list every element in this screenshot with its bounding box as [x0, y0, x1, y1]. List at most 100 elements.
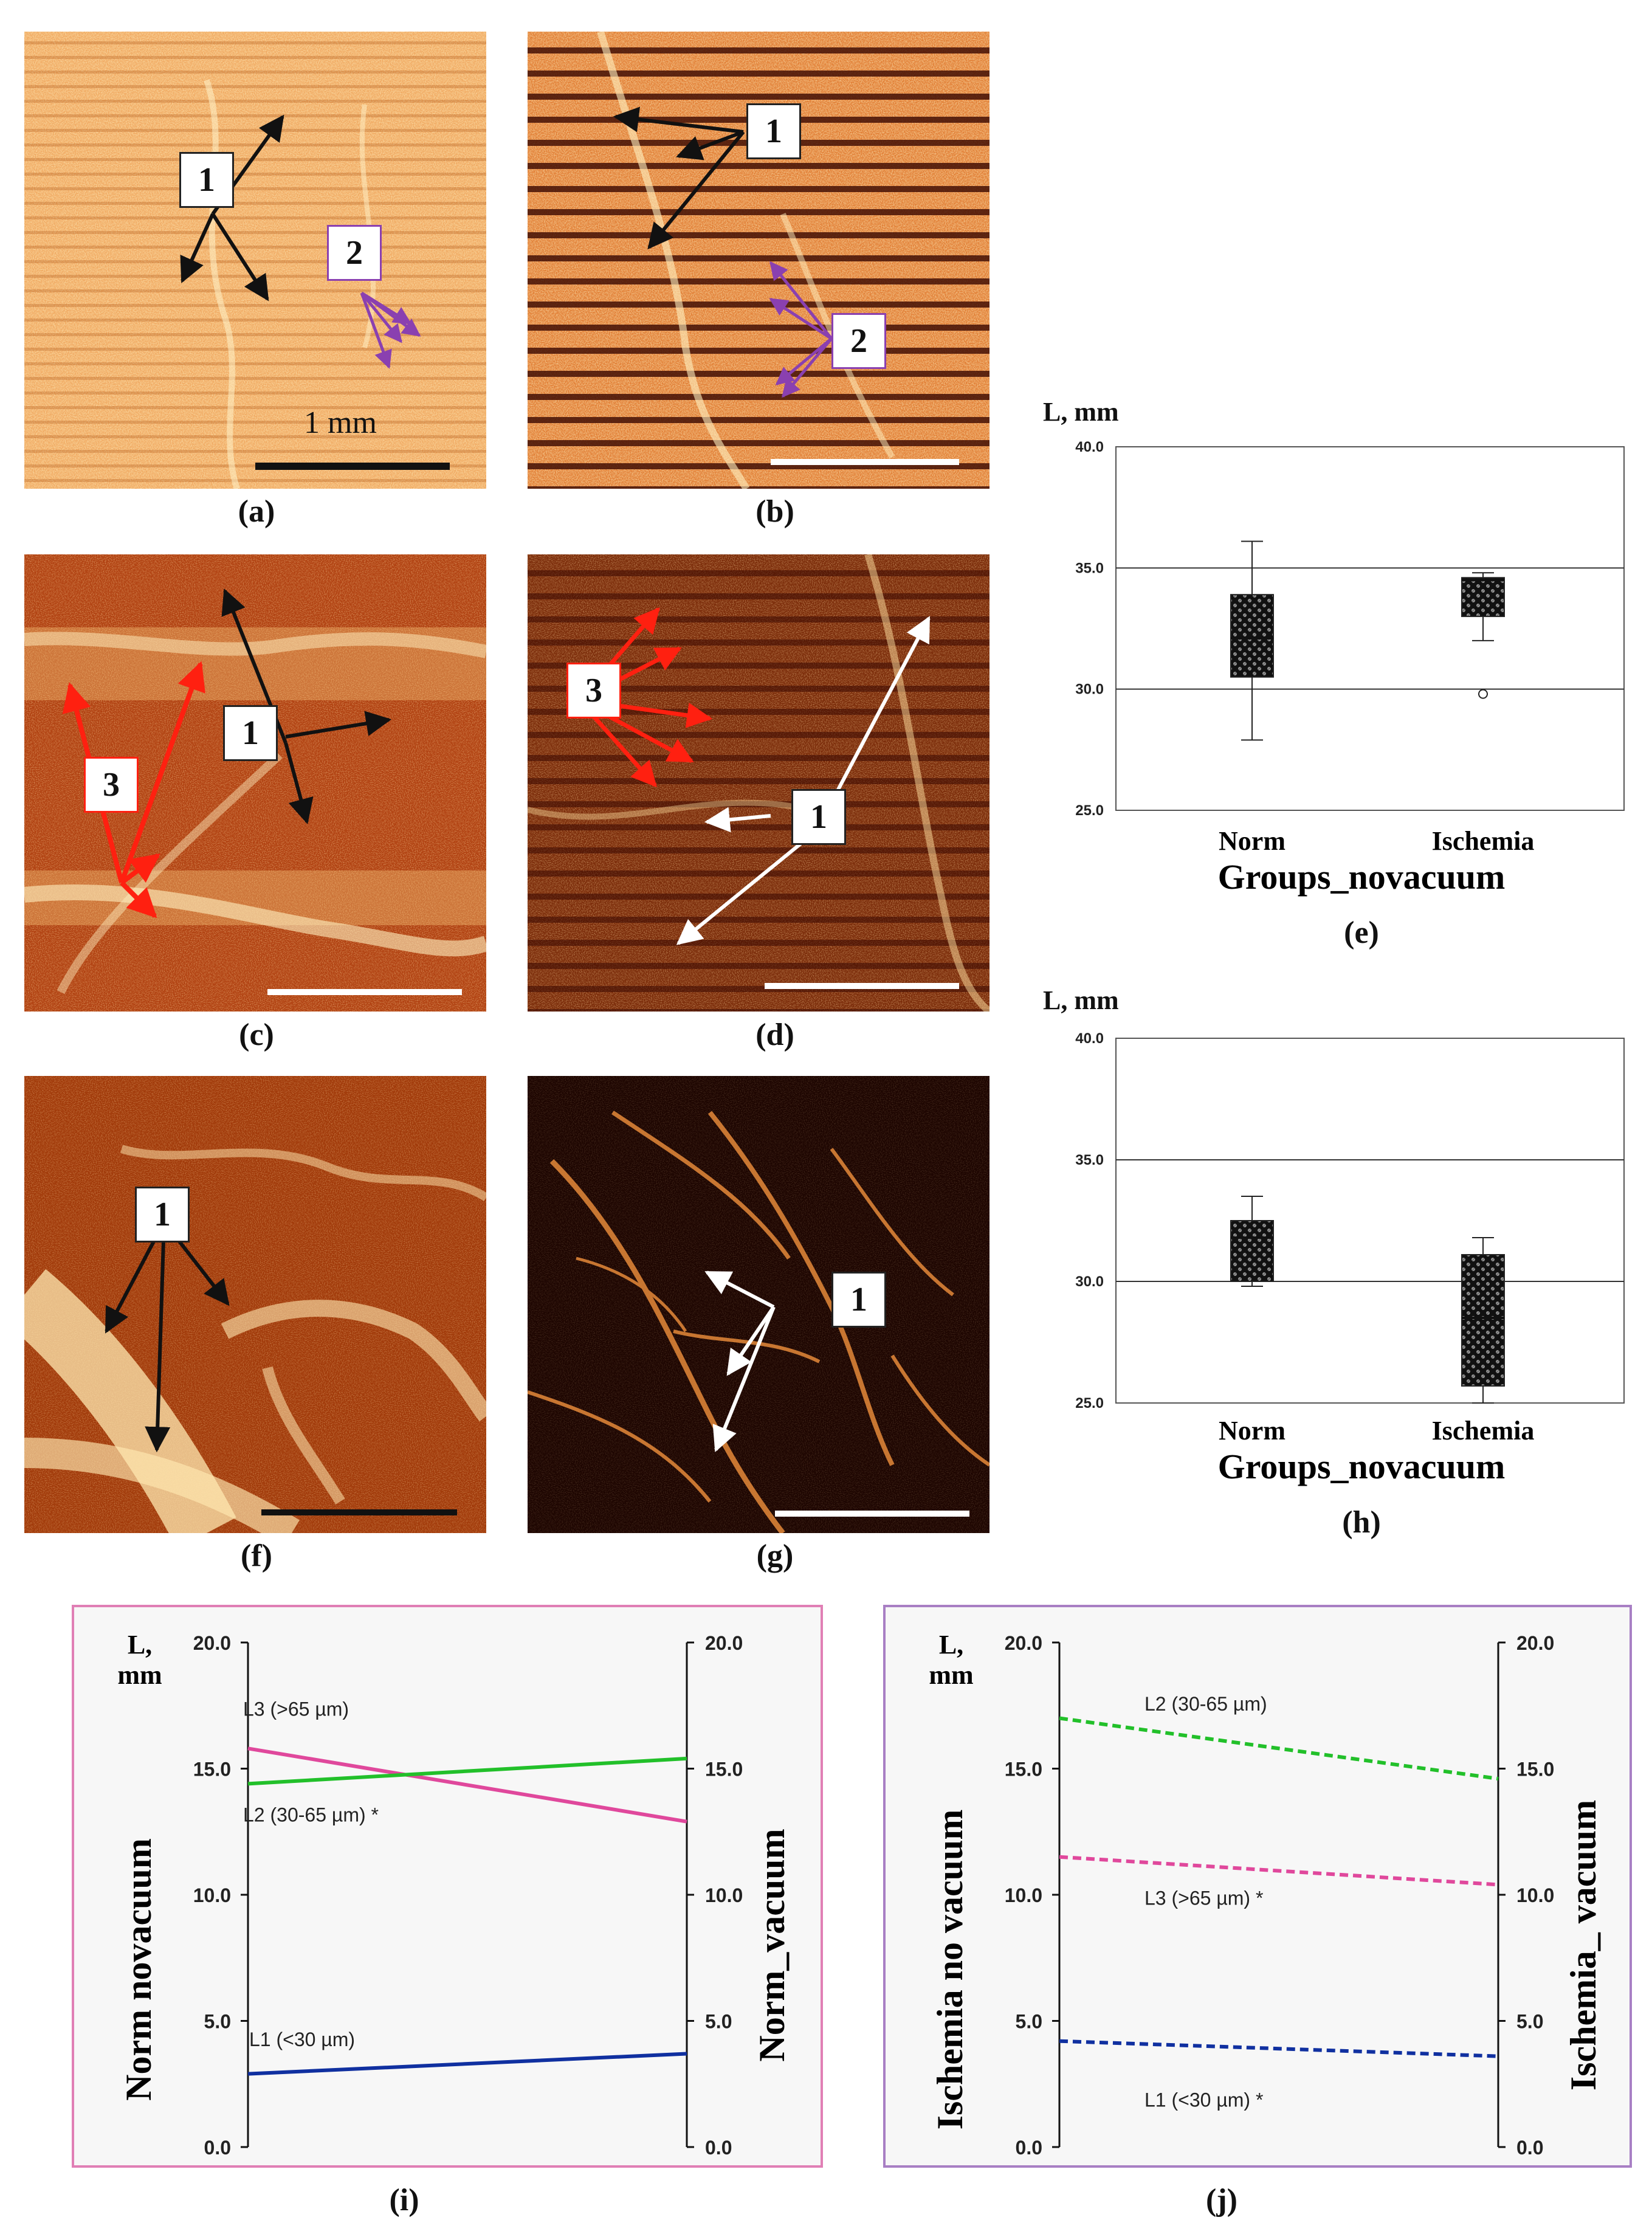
j-ytick-left-label: 5.0 — [1016, 2011, 1042, 2033]
ylabel-left-j: Ischemia no vacuum — [930, 1810, 970, 2130]
ylabel-right-i: Norm_vacuum — [752, 1829, 792, 2061]
j-series-label-2: L3 (>65 µm) * — [1144, 1887, 1263, 1909]
h-box-ischemia — [1461, 1237, 1505, 1404]
ylabel-e: L, mm — [1043, 397, 1119, 427]
j-ytick-right-label: 0.0 — [1516, 2137, 1543, 2159]
j-series-label-3: L1 (<30 µm) * — [1144, 2089, 1263, 2111]
label-c-1: 1 — [223, 705, 278, 761]
category-norm-e: Norm — [1219, 826, 1285, 856]
h-ytick-label: 25.0 — [1075, 1395, 1104, 1411]
j-ytick-right-label: 20.0 — [1516, 1632, 1554, 1654]
category-ischemia-h: Ischemia — [1432, 1416, 1535, 1446]
j-series-line-2 — [1059, 1855, 1499, 1887]
j-series-line-3 — [1059, 2039, 1499, 2058]
label-a-2: 2 — [327, 225, 382, 281]
e-ytick-label: 35.0 — [1075, 560, 1104, 576]
i-series-label-2: L2 (30-65 µm) * — [243, 1804, 379, 1826]
linechart-i: L, mm Norm novacuum Norm_vacuum 0.0 0.0 5.… — [72, 1605, 823, 2168]
label-b-1: 1 — [746, 103, 801, 159]
e-box-norm — [1230, 540, 1274, 741]
yunit-j-1: L, — [939, 1630, 963, 1660]
label-f-1: 1 — [135, 1187, 190, 1243]
caption-j: (j) — [1206, 2183, 1237, 2218]
label-c-3: 3 — [84, 757, 139, 813]
linechart-j: L, mm Ischemia no vacuum Ischemia_ vacuu… — [883, 1605, 1632, 2168]
i-ytick-left-label: 0.0 — [204, 2137, 231, 2159]
micrograph-g — [528, 1076, 989, 1533]
yunit-i-1: L, — [128, 1630, 152, 1660]
h-ytick-label: 30.0 — [1075, 1274, 1104, 1290]
caption-g: (g) — [756, 1539, 794, 1573]
h-iqr-box — [1461, 1254, 1505, 1387]
caption-f: (f) — [241, 1539, 272, 1573]
i-ytick-right-label: 10.0 — [705, 1884, 743, 1906]
h-iqr-box — [1230, 1220, 1274, 1282]
frame-j — [883, 1605, 1632, 2168]
i-ytick-left-label: 15.0 — [193, 1759, 231, 1780]
j-ytick-right-label: 15.0 — [1516, 1759, 1554, 1780]
e-ytick-label: 25.0 — [1075, 802, 1104, 819]
micrograph-d — [528, 554, 989, 1012]
h-ytick-label: 40.0 — [1075, 1030, 1104, 1047]
label-d-3: 3 — [566, 663, 621, 719]
i-series-line-2 — [247, 1756, 687, 1786]
i-ytick-right-label: 0.0 — [705, 2137, 732, 2159]
yunit-j-2: mm — [929, 1660, 973, 1690]
i-ytick-left-label: 20.0 — [193, 1632, 231, 1654]
micrograph-f — [24, 1076, 486, 1533]
i-series-line-3 — [247, 2052, 687, 2076]
i-ytick-right-label: 20.0 — [705, 1632, 743, 1654]
label-d-1: 1 — [791, 789, 846, 845]
e-box-ischemia — [1461, 572, 1505, 699]
plot-area-e — [1115, 446, 1625, 811]
j-ytick-left-label: 0.0 — [1016, 2137, 1042, 2159]
yunit-i-2: mm — [117, 1660, 162, 1690]
i-series-line-1 — [247, 1746, 687, 1824]
boxplot-h: L, mm 25.0 30.0 35.0 40.0 Norm Ischemia Gro… — [1043, 985, 1625, 1486]
i-ytick-left-label: 10.0 — [193, 1884, 231, 1906]
category-ischemia-e: Ischemia — [1432, 826, 1535, 856]
h-box-norm — [1230, 1196, 1274, 1287]
j-series-label-1: L2 (30-65 µm) — [1144, 1693, 1267, 1715]
caption-b: (b) — [755, 494, 794, 529]
j-series-line-1 — [1059, 1716, 1499, 1781]
ylabel-h: L, mm — [1043, 985, 1119, 1015]
caption-c: (c) — [239, 1018, 274, 1052]
caption-h: (h) — [1342, 1505, 1381, 1540]
xlabel-h: Groups_novacuum — [1218, 1447, 1506, 1486]
label-a-1: 1 — [179, 152, 234, 208]
ylabel-left-i: Norm novacuum — [119, 1838, 159, 2101]
e-outlier — [1478, 689, 1488, 699]
ylabel-right-j: Ischemia_ vacuum — [1563, 1800, 1603, 2091]
scale-label: 1 mm — [304, 405, 377, 440]
i-series-label-3: L1 (<30 µm) — [249, 2028, 355, 2050]
i-ytick-left-label: 5.0 — [204, 2011, 231, 2033]
h-ytick-label: 35.0 — [1075, 1152, 1104, 1168]
j-ytick-left-label: 10.0 — [1005, 1884, 1042, 1906]
boxplot-e: L, mm 25.0 30.0 35.0 40.0 Norm Ischemia Gro… — [1043, 397, 1625, 897]
j-ytick-left-label: 15.0 — [1005, 1759, 1042, 1780]
micrograph-a — [24, 32, 486, 489]
caption-d: (d) — [755, 1018, 794, 1052]
label-b-2: 2 — [831, 313, 886, 369]
j-ytick-right-label: 5.0 — [1516, 2011, 1543, 2033]
i-ytick-right-label: 5.0 — [705, 2011, 732, 2033]
j-ytick-right-label: 10.0 — [1516, 1884, 1554, 1906]
caption-i: (i) — [389, 2183, 419, 2218]
caption-a: (a) — [238, 494, 275, 529]
micrograph-b — [528, 32, 989, 489]
category-norm-h: Norm — [1219, 1416, 1285, 1446]
i-ytick-right-label: 15.0 — [705, 1759, 743, 1780]
i-series-label-1: L3 (>65 µm) — [243, 1698, 349, 1720]
label-g-1: 1 — [831, 1272, 886, 1328]
e-iqr-box — [1230, 594, 1274, 678]
xlabel-e: Groups_novacuum — [1218, 857, 1506, 897]
e-ytick-label: 30.0 — [1075, 681, 1104, 698]
e-ytick-label: 40.0 — [1075, 439, 1104, 455]
frame-i — [72, 1605, 823, 2168]
e-iqr-box — [1461, 577, 1505, 618]
plot-area-h — [1115, 1038, 1625, 1404]
caption-e: (e) — [1344, 915, 1379, 950]
micrograph-c — [24, 554, 486, 1012]
j-ytick-left-label: 20.0 — [1005, 1632, 1042, 1654]
